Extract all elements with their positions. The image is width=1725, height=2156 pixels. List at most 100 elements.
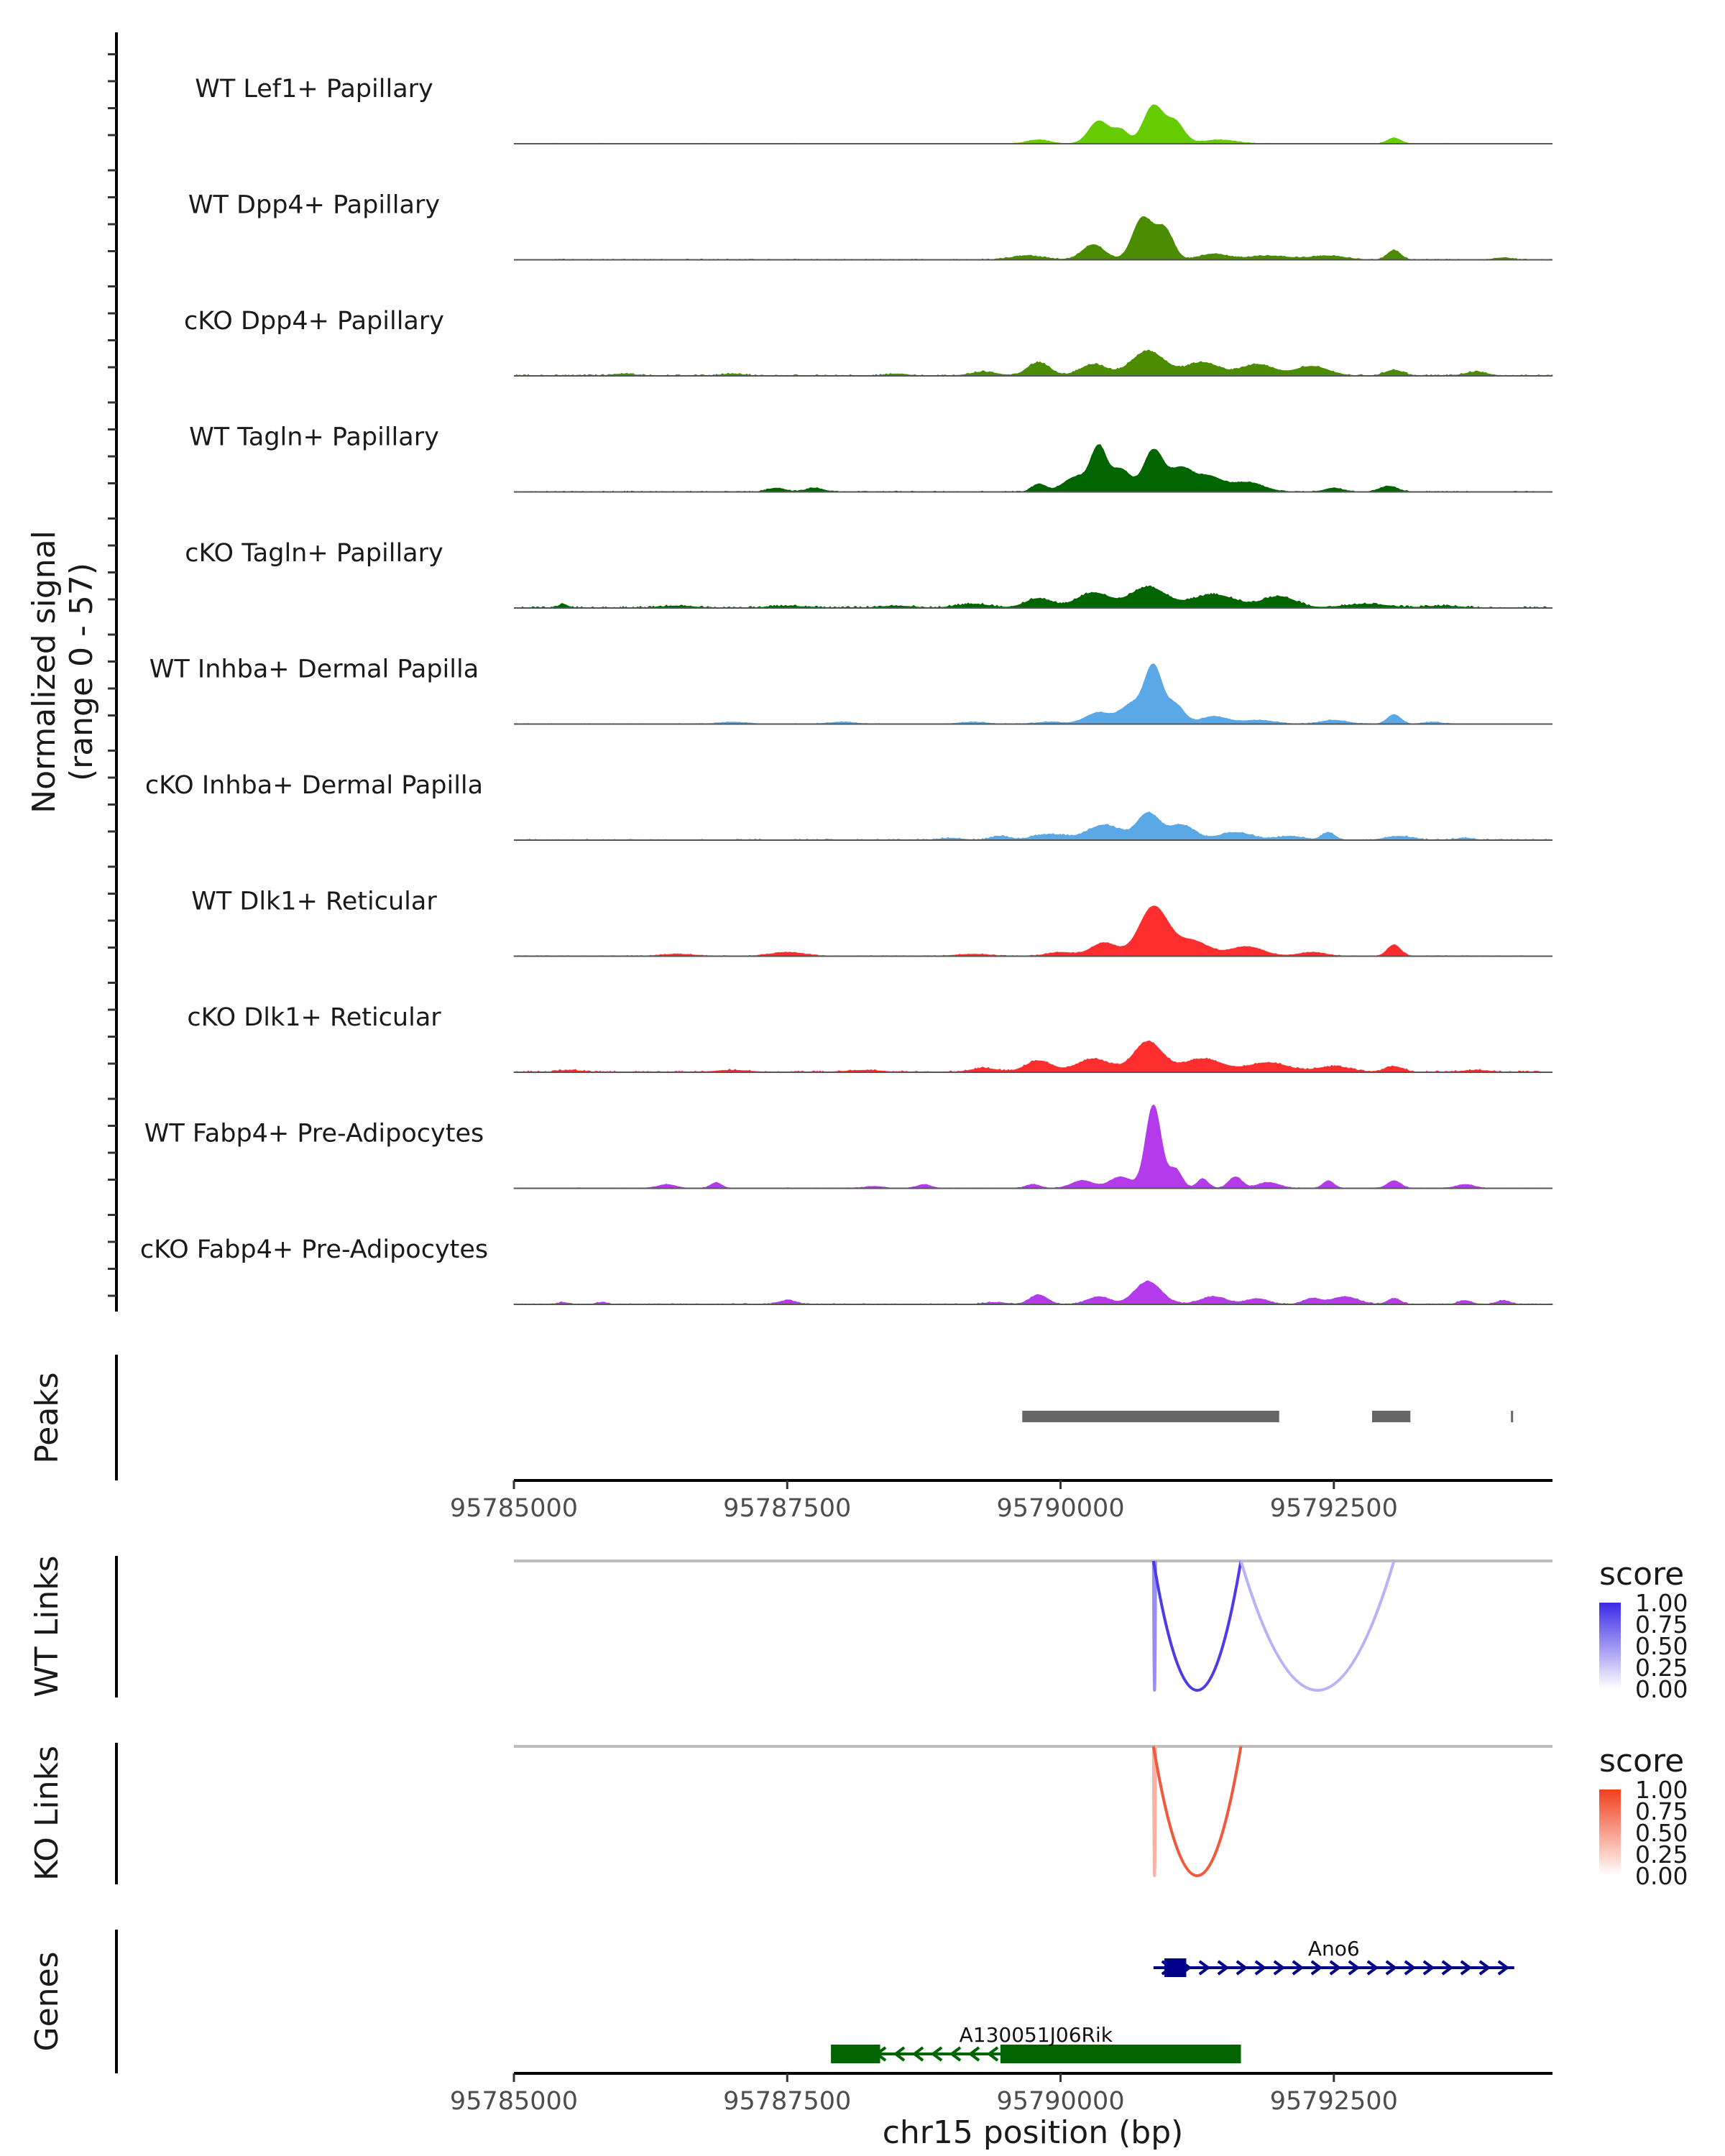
strand-chevron bbox=[1441, 1960, 1454, 1976]
track-label: WT Tagln+ Papillary bbox=[189, 423, 439, 452]
track-label: WT Lef1+ Papillary bbox=[195, 75, 433, 103]
strand-chevron bbox=[1236, 1960, 1248, 1976]
peak-region bbox=[1022, 1411, 1279, 1422]
wt-links-track-label: WT Links bbox=[29, 1555, 65, 1697]
track-label: cKO Fabp4+ Pre-Adipocytes bbox=[140, 1235, 488, 1264]
track-label: cKO Inhba+ Dermal Papilla bbox=[145, 771, 483, 800]
gene-models: Ano6 A130051J06Rik bbox=[831, 1937, 1514, 2063]
coverage-y-axis-range: (range 0 - 57) bbox=[63, 563, 100, 781]
coverage-track: WT Dpp4+ Papillary bbox=[188, 191, 1552, 261]
coverage-y-axis-ticks bbox=[108, 53, 116, 1297]
gene-exon bbox=[1164, 1958, 1187, 1977]
legend-title: score bbox=[1599, 1743, 1684, 1779]
x-tick-label: 95787500 bbox=[723, 1494, 851, 1523]
strand-chevron bbox=[1478, 1960, 1491, 1976]
strand-chevron bbox=[1460, 1960, 1473, 1976]
legend-title: score bbox=[1599, 1556, 1684, 1593]
gene-exon bbox=[1000, 2045, 1241, 2063]
gene-name: A130051J06Rik bbox=[960, 2023, 1113, 2047]
strand-chevron bbox=[967, 2046, 980, 2062]
legend-tick-label: 0.50 bbox=[1635, 1819, 1688, 1847]
coverage-track: cKO Dpp4+ Papillary bbox=[184, 307, 1553, 377]
coverage-track: cKO Inhba+ Dermal Papilla bbox=[145, 771, 1552, 841]
strand-chevron bbox=[1254, 1960, 1267, 1976]
strand-chevron bbox=[1329, 1960, 1342, 1976]
legend-tick-label: 1.00 bbox=[1635, 1589, 1688, 1617]
x-axis-bottom-ticks: 95785000 95787500 95790000 95792500 bbox=[450, 2073, 1398, 2116]
x-tick-label: 95792500 bbox=[1270, 2087, 1398, 2116]
track-label: WT Dlk1+ Reticular bbox=[191, 888, 437, 916]
legend-tick-label: 0.25 bbox=[1635, 1654, 1688, 1682]
coverage-track: cKO Tagln+ Papillary bbox=[185, 539, 1552, 609]
strand-chevron bbox=[949, 2046, 962, 2062]
legend-tick-label: 1.00 bbox=[1635, 1776, 1688, 1804]
coverage-track: WT Dlk1+ Reticular bbox=[191, 888, 1552, 957]
legend-colorbar bbox=[1599, 1789, 1621, 1876]
x-tick-label: 95790000 bbox=[996, 1494, 1124, 1523]
coverage-track: cKO Dlk1+ Reticular bbox=[187, 1003, 1553, 1073]
gene-model: Ano6 bbox=[1153, 1937, 1514, 1977]
strand-chevron bbox=[1497, 1960, 1510, 1976]
peak-region bbox=[1511, 1411, 1514, 1422]
strand-chevron bbox=[1348, 1960, 1361, 1976]
coverage-track: WT Fabp4+ Pre-Adipocytes bbox=[144, 1104, 1552, 1189]
peaks-track-label: Peaks bbox=[29, 1372, 65, 1463]
legend-colorbar bbox=[1599, 1603, 1621, 1689]
strand-chevron bbox=[893, 2046, 906, 2062]
coverage-track: WT Tagln+ Papillary bbox=[189, 423, 1552, 493]
coverage-track: cKO Fabp4+ Pre-Adipocytes bbox=[140, 1235, 1554, 1305]
strand-chevron bbox=[1422, 1960, 1435, 1976]
strand-chevron bbox=[986, 2046, 999, 2062]
strand-chevron bbox=[1292, 1960, 1305, 1976]
link-arc bbox=[1151, 1560, 1157, 1692]
ko-links-track-label: KO Links bbox=[29, 1746, 65, 1881]
coverage-tracks: WT Lef1+ Papillary WT Dpp4+ Papillary cKO … bbox=[140, 75, 1554, 1305]
link-arc bbox=[1151, 1746, 1157, 1877]
genes-track-label: Genes bbox=[29, 1951, 65, 2051]
legend-tick-label: 0.50 bbox=[1635, 1632, 1688, 1660]
legend-tick-label: 0.00 bbox=[1635, 1862, 1688, 1890]
peak-regions bbox=[1022, 1411, 1514, 1422]
strand-chevron bbox=[1273, 1960, 1286, 1976]
track-label: WT Fabp4+ Pre-Adipocytes bbox=[144, 1120, 484, 1148]
coverage-track: WT Lef1+ Papillary bbox=[195, 75, 1553, 144]
track-label: WT Inhba+ Dermal Papilla bbox=[150, 655, 479, 684]
peak-region bbox=[1372, 1411, 1411, 1422]
legend-tick-label: 0.75 bbox=[1635, 1611, 1688, 1639]
strand-chevron bbox=[930, 2046, 943, 2062]
strand-chevron bbox=[1366, 1960, 1379, 1976]
legend-tick-label: 0.75 bbox=[1635, 1797, 1688, 1825]
wt-link-arcs bbox=[1151, 1560, 1396, 1692]
link-arc bbox=[1151, 1560, 1243, 1692]
x-axis-top-ticks: 95785000 95787500 95790000 95792500 bbox=[450, 1480, 1398, 1523]
track-label: cKO Tagln+ Papillary bbox=[185, 539, 443, 568]
coverage-track: WT Inhba+ Dermal Papilla bbox=[150, 655, 1553, 725]
x-tick-label: 95785000 bbox=[450, 2087, 578, 2116]
gene-name: Ano6 bbox=[1308, 1937, 1360, 1961]
strand-chevron bbox=[1385, 1960, 1398, 1976]
strand-chevron bbox=[1217, 1960, 1230, 1976]
x-axis-title: chr15 position (bp) bbox=[883, 2114, 1184, 2151]
track-label: cKO Dpp4+ Papillary bbox=[184, 307, 444, 336]
gene-model: A130051J06Rik bbox=[831, 2023, 1241, 2063]
strand-chevron bbox=[1404, 1960, 1417, 1976]
link-arc bbox=[1239, 1560, 1396, 1692]
legend-tick-label: 0.25 bbox=[1635, 1841, 1688, 1869]
x-tick-label: 95790000 bbox=[996, 2087, 1124, 2116]
strand-chevron bbox=[1310, 1960, 1323, 1976]
x-tick-label: 95785000 bbox=[450, 1494, 578, 1523]
x-tick-label: 95792500 bbox=[1270, 1494, 1398, 1523]
strand-chevron bbox=[1198, 1960, 1211, 1976]
gene-exon bbox=[831, 2045, 880, 2063]
track-label: WT Dpp4+ Papillary bbox=[188, 191, 440, 220]
ko-link-arcs bbox=[1151, 1746, 1243, 1877]
track-label: cKO Dlk1+ Reticular bbox=[187, 1003, 441, 1032]
legend-tick-label: 0.00 bbox=[1635, 1675, 1688, 1703]
coverage-area bbox=[514, 585, 1552, 609]
strand-chevron bbox=[911, 2046, 924, 2062]
link-arc bbox=[1151, 1746, 1243, 1877]
